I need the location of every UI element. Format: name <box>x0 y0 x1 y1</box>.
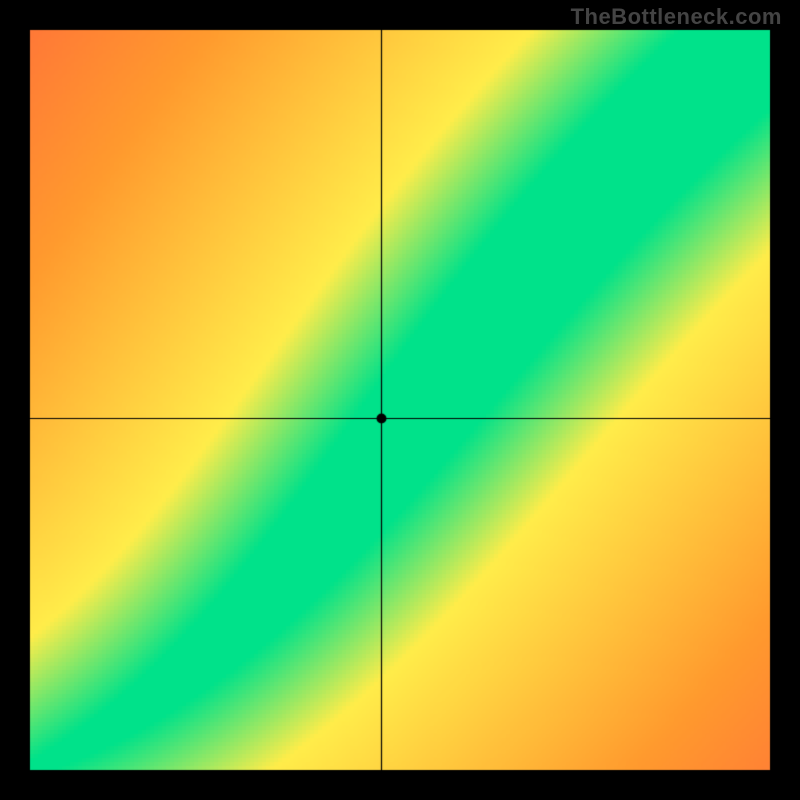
watermark-text: TheBottleneck.com <box>571 4 782 30</box>
bottleneck-heatmap <box>0 0 800 800</box>
chart-container: { "watermark": { "text": "TheBottleneck.… <box>0 0 800 800</box>
